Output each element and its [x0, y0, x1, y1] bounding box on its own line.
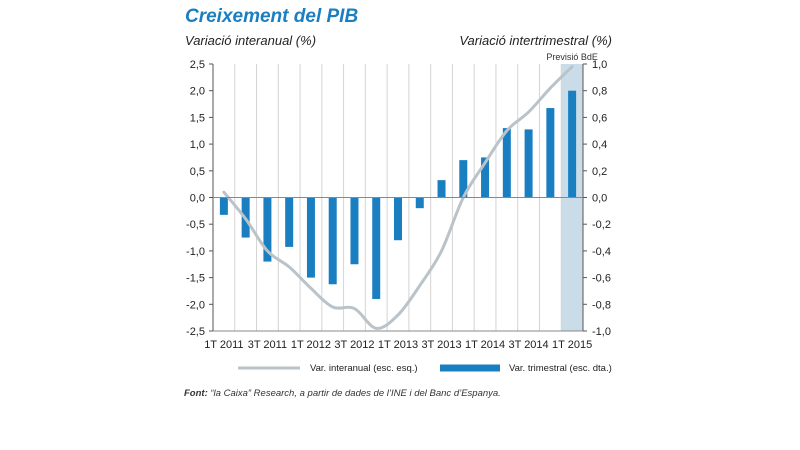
x-tick-label: 1T 2011: [204, 339, 243, 351]
x-tick-label: 1T 2014: [465, 339, 505, 351]
x-tick-label: 1T 2013: [378, 339, 418, 351]
axes: 2,5 2,0 1,5 1,0 0,5 0,0 -0,5 -1,0 -1,5 -2,0 -2,5 1,…: [186, 59, 611, 351]
x-tick-label: 1T 2012: [291, 339, 331, 351]
right-tick-label: 0,2: [592, 166, 607, 178]
right-axis-title: Variació intertrimestral (%): [459, 33, 612, 48]
left-tick-label: 0,5: [190, 166, 205, 178]
legend-line-label: Var. interanual (esc. esq.): [310, 363, 418, 374]
left-tick-label: -1,5: [186, 273, 205, 285]
line-interanual: [222, 65, 574, 330]
bar-4t-2013: [459, 160, 468, 198]
line-series: [222, 65, 574, 330]
bar-2t-2013: [415, 197, 424, 209]
legend: Var. interanual (esc. esq.) Var. trimestr…: [238, 363, 612, 374]
bar-4t-2011: [285, 197, 294, 247]
bar-3t-2014: [524, 129, 533, 198]
left-axis-title: Variació interanual (%): [185, 33, 317, 48]
right-tick-label: -0,8: [592, 299, 611, 311]
source-text: “la Caixa” Research, a partir de dades d…: [207, 388, 501, 399]
x-tick-label: 3T 2014: [509, 339, 549, 351]
left-tick-label: -1,0: [186, 246, 205, 258]
right-tick-label: 0,6: [592, 112, 607, 124]
left-tick-label: 2,0: [190, 86, 205, 98]
right-tick-label: -0,6: [592, 273, 611, 285]
x-tick-label: 1T 2015: [552, 339, 592, 351]
left-tick-label: -0,5: [186, 219, 205, 231]
bar-2t-2014: [502, 128, 511, 198]
right-tick-label: -1,0: [592, 326, 611, 338]
right-tick-label: -0,2: [592, 219, 611, 231]
legend-bar-label: Var. trimestral (esc. dta.): [509, 363, 612, 374]
x-tick-label: 3T 2011: [248, 339, 287, 351]
chart-title: Creixement del PIB: [185, 6, 359, 27]
right-tick-label: 1,0: [592, 59, 607, 71]
bar-series: [219, 90, 577, 299]
forecast-label: Previsió BdE: [546, 52, 598, 62]
bar-3t-2011: [263, 197, 272, 262]
right-tick-label: 0,0: [592, 193, 607, 205]
left-tick-label: 0,0: [190, 193, 205, 205]
bar-1t-2013: [394, 197, 402, 241]
right-tick-label: 0,8: [592, 86, 607, 98]
left-tick-label: 1,5: [190, 112, 205, 124]
x-tick-label: 3T 2013: [421, 339, 461, 351]
left-tick-label: -2,0: [186, 299, 205, 311]
bar-3t-2013: [437, 180, 446, 198]
bar-4t-2014: [546, 108, 555, 198]
right-tick-label: 0,4: [592, 139, 607, 151]
bar-1t-2011: [219, 197, 228, 215]
bar-3t-2012: [350, 197, 359, 265]
source-label: Font:: [184, 388, 208, 399]
legend-bar-swatch: [440, 364, 500, 372]
bar-1t-2014: [481, 157, 490, 198]
bar-1t-2015: [568, 90, 577, 198]
left-tick-label: -2,5: [186, 326, 205, 338]
bar-1t-2012: [306, 197, 315, 278]
chart-svg: Previsió BdE 2,5 2,0 1,5 1,0 0,5 0,0 -0,5 -1,0 -…: [186, 52, 612, 374]
right-tick-label: -0,4: [592, 246, 611, 258]
bar-2t-2012: [328, 197, 337, 285]
source-note: Font: “la Caixa” Research, a partir de d…: [184, 388, 501, 399]
bar-4t-2012: [372, 197, 381, 299]
left-tick-label: 1,0: [190, 139, 205, 151]
x-tick-label: 3T 2012: [334, 339, 374, 351]
left-tick-label: 2,5: [190, 59, 205, 71]
